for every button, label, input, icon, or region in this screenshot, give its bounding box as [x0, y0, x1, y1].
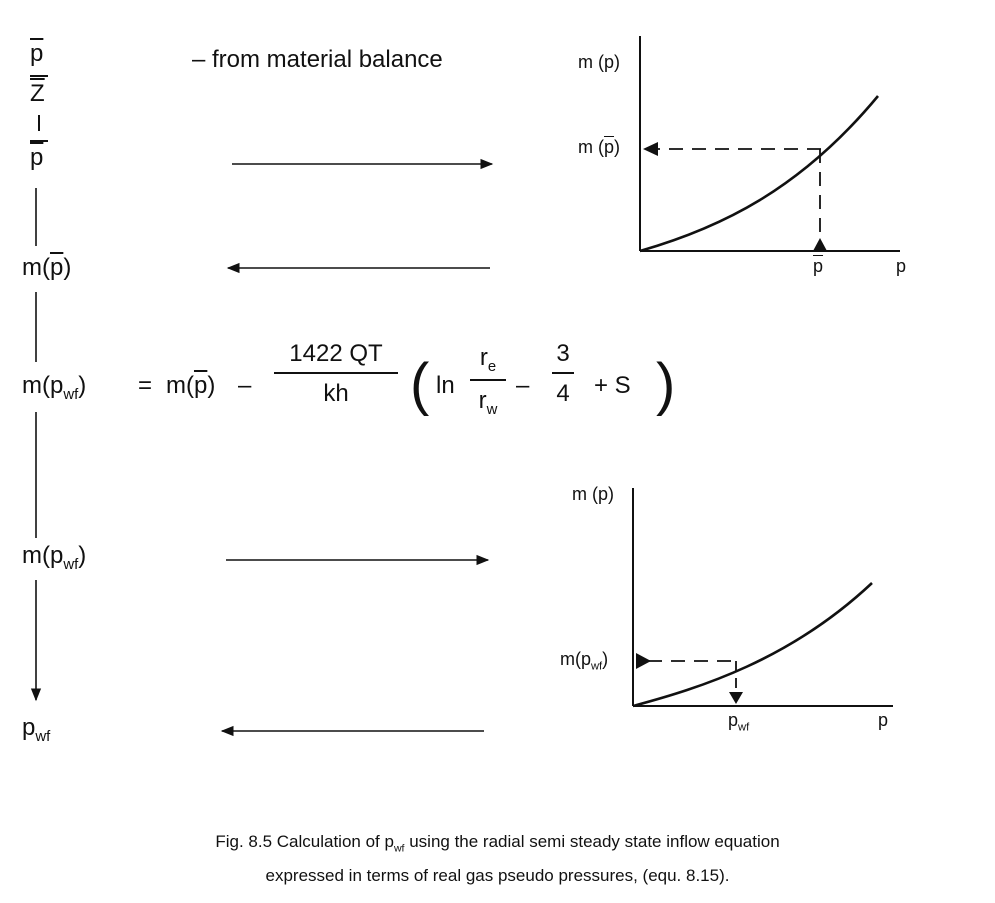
equation-re-over-rw: re rw [470, 344, 506, 418]
bottom-chart-x-arrowhead [729, 692, 743, 704]
m-pbar-step: m(p) [22, 254, 72, 281]
equation-coefficient: 1422 QT kh [274, 340, 398, 408]
top-chart-xlabel: p [896, 256, 907, 276]
equation-equals: = [138, 372, 153, 399]
equation-three-quarters: 3 4 [552, 340, 574, 408]
figure-caption: Fig. 8.5 Calculation of pwf using the ra… [0, 828, 995, 889]
coef-numerator: 1422 QT [289, 340, 383, 367]
caption-line-1: Fig. 8.5 Calculation of pwf using the ra… [215, 832, 780, 855]
bottom-chart-xlabel: p [878, 710, 889, 730]
equation-plus-s: + S [594, 372, 631, 399]
equation-ln: ln [436, 372, 455, 399]
fraction-bar-i [38, 115, 40, 131]
p-bar-second: p [30, 144, 44, 171]
equation-m-pbar: m(p) [166, 372, 216, 399]
top-chart-x-arrowhead [813, 238, 827, 251]
z-bar: Z [30, 80, 45, 107]
pwf-result: pwf [22, 714, 51, 745]
top-chart-ylabel: m (p) [578, 52, 620, 72]
equation-open-paren: ( [410, 352, 430, 417]
top-chart-y-arrowhead [643, 142, 658, 156]
p-bar-top: p [30, 40, 44, 67]
top-chart-y-marker-label: m (p) [578, 137, 621, 157]
equation-close-paren: ) [656, 352, 676, 417]
caption-line-2: expressed in terms of real gas pseudo pr… [265, 866, 730, 886]
equation-minus: – [238, 372, 252, 399]
coef-denominator: kh [323, 380, 349, 407]
m-pwf-step: m(pwf) [22, 542, 87, 573]
material-balance-label: – from material balance [192, 46, 443, 73]
equation-minus2: – [516, 372, 530, 399]
equation-lhs: m(pwf) [22, 372, 87, 403]
fraction-bar-p [30, 140, 48, 142]
top-chart [639, 36, 900, 253]
top-chart-x-marker-label: p [813, 256, 824, 276]
bottom-chart [632, 488, 893, 708]
bottom-chart-curve [632, 582, 873, 708]
bottom-chart-y-marker-label: m(pwf) [560, 649, 609, 673]
bottom-chart-x-marker-label: pwf [728, 710, 750, 734]
top-chart-curve [639, 95, 880, 253]
bottom-chart-ylabel: m (p) [572, 484, 614, 504]
fraction-bar-z [30, 75, 48, 77]
bottom-chart-y-arrowhead [636, 653, 651, 669]
